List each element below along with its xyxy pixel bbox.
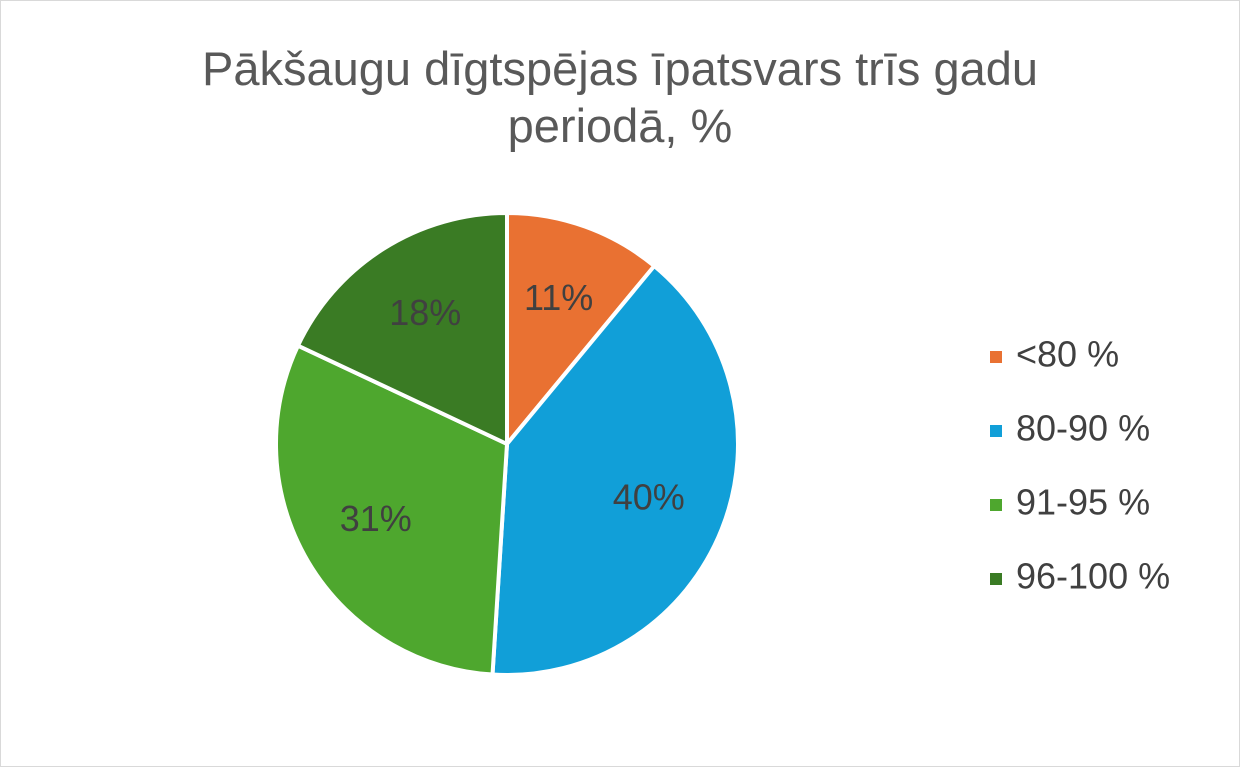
legend-swatch [990,425,1002,437]
legend-swatch [990,351,1002,363]
legend-label: 91-95 % [1016,482,1150,523]
pie-slice [505,210,658,450]
legend-label: 96-100 % [1016,556,1170,597]
data-label: 18% [389,292,461,333]
legend-swatch [990,573,1002,585]
chart-title: Pākšaugu dīgtspējas īpatsvars trīs gadu … [201,42,1039,152]
data-label: 11% [524,277,593,318]
pie-slice [295,210,509,448]
legend-swatch [990,499,1002,511]
pie-slice [274,342,510,677]
data-label: 31% [340,498,412,539]
data-label: 40% [613,477,685,518]
legend-label: 80-90 % [1016,408,1150,449]
legend-label: <80 % [1016,334,1119,375]
pie-slice [490,263,740,677]
